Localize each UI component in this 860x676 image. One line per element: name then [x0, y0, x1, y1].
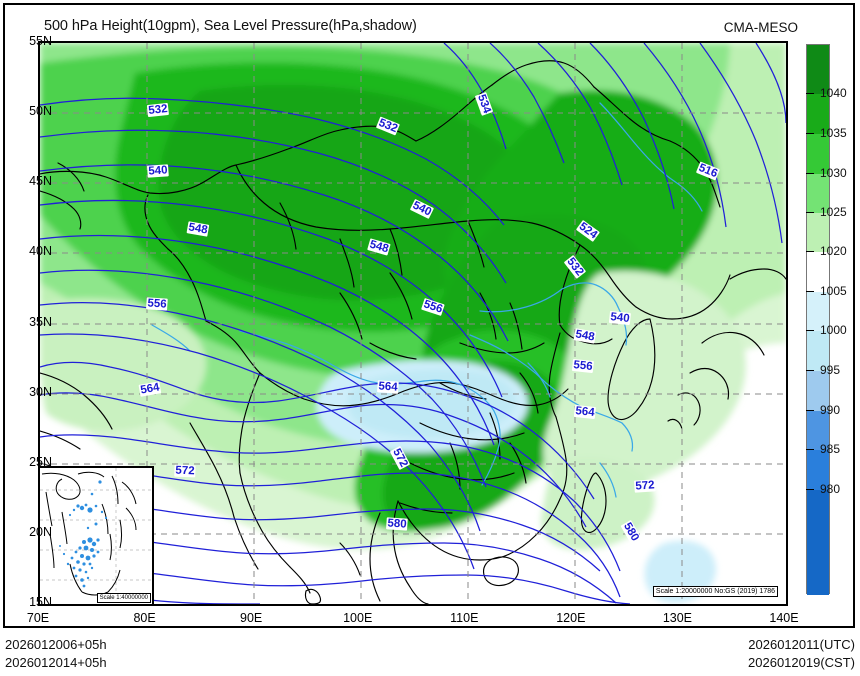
x-tick-label: 140E — [769, 611, 799, 625]
contour-label: 540 — [147, 164, 169, 178]
colorbar-tick-label: 1030 — [820, 166, 847, 180]
colorbar — [806, 44, 830, 595]
lat-lon-grid — [40, 43, 786, 604]
colorbar-segment — [807, 252, 829, 292]
colorbar-tick — [806, 93, 814, 94]
y-tick-label: 45N — [29, 174, 52, 189]
colorbar-tick-label: 995 — [820, 363, 841, 377]
colorbar-tick — [806, 449, 814, 450]
inset-svg — [40, 468, 152, 604]
y-tick-label: 30N — [29, 384, 52, 399]
colorbar-tick — [806, 173, 814, 174]
map-plot-area: 532 532 534 540 540 548 548 516 524 532 556 556 540 5… — [38, 41, 788, 606]
colorbar-tick-label: 980 — [820, 482, 841, 496]
colorbar-segment — [807, 213, 829, 252]
colorbar-segment — [807, 331, 829, 371]
colorbar-tick — [806, 251, 814, 252]
colorbar-tick-label: 990 — [820, 403, 841, 417]
x-tick-label: 100E — [343, 611, 373, 625]
y-tick-label: 50N — [29, 104, 52, 119]
inset-scale-note: Scale 1:40000000 — [96, 593, 151, 603]
x-tick-label: 110E — [450, 611, 479, 625]
contour-label: 572 — [174, 464, 196, 478]
colorbar-tick — [806, 370, 814, 371]
x-tick-label: 70E — [26, 611, 50, 625]
footer-init-time-cst: 2026012014+05h — [5, 655, 107, 670]
contour-label: 556 — [571, 358, 595, 374]
colorbar-tick — [806, 133, 814, 134]
colorbar-tick — [806, 489, 814, 490]
figure-frame — [3, 3, 855, 628]
contour-label: 564 — [377, 380, 399, 394]
y-tick-label: 40N — [29, 244, 52, 259]
footer-init-time-utc: 2026012006+05h — [5, 637, 107, 652]
contour-label: 556 — [146, 297, 168, 311]
colorbar-tick-label: 1005 — [820, 284, 847, 298]
colorbar-segment — [807, 134, 829, 174]
colorbar-segment — [807, 411, 829, 450]
colorbar-segment — [807, 450, 829, 490]
colorbar-tick — [806, 410, 814, 411]
page-title: 500 hPa Height(10gpm), Sea Level Pressur… — [44, 18, 417, 34]
colorbar-segment — [807, 490, 829, 595]
colorbar-tick-label: 1020 — [820, 244, 847, 258]
colorbar-tick-label: 1035 — [820, 126, 847, 140]
colorbar-tick — [806, 291, 814, 292]
x-tick-label: 130E — [662, 611, 693, 625]
map-svg — [40, 43, 786, 604]
contour-label: 580 — [386, 517, 408, 531]
colorbar-tick-label: 1040 — [820, 86, 847, 100]
contour-label: 572 — [634, 479, 656, 493]
x-tick-label: 120E — [556, 611, 586, 625]
y-tick-label: 55N — [29, 34, 52, 48]
y-tick-label: 35N — [29, 314, 52, 329]
colorbar-segment — [807, 292, 829, 331]
colorbar-segment — [807, 371, 829, 411]
contour-label: 532 — [146, 102, 170, 118]
x-tick-label: 80E — [133, 611, 156, 625]
x-tick-label: 90E — [240, 611, 263, 625]
colorbar-segment — [807, 45, 829, 94]
map-scale-note: Scale 1:20000000 No:GS (2019) 1786 — [652, 586, 778, 597]
south-china-sea-inset: Scale 1:40000000 — [38, 466, 154, 606]
y-tick-label: 15N — [29, 595, 52, 609]
colorbar-segment — [807, 94, 829, 134]
colorbar-tick-label: 1000 — [820, 323, 847, 337]
colorbar-tick-label: 985 — [820, 442, 841, 456]
map-canvas: 532 532 534 540 540 548 548 516 524 532 556 556 540 5… — [40, 43, 786, 604]
model-label: CMA-MESO — [723, 20, 798, 35]
colorbar-tick-label: 1025 — [820, 205, 847, 219]
y-tick-label: 25N — [29, 454, 52, 469]
contour-label: 540 — [608, 310, 632, 326]
y-tick-label: 20N — [29, 524, 52, 539]
colorbar-tick — [806, 212, 814, 213]
footer-valid-time-cst: 2026012019(CST) — [748, 655, 855, 670]
contour-label: 564 — [573, 404, 597, 420]
colorbar-tick — [806, 330, 814, 331]
colorbar-segment — [807, 174, 829, 213]
footer-valid-time-utc: 2026012011(UTC) — [748, 637, 855, 652]
